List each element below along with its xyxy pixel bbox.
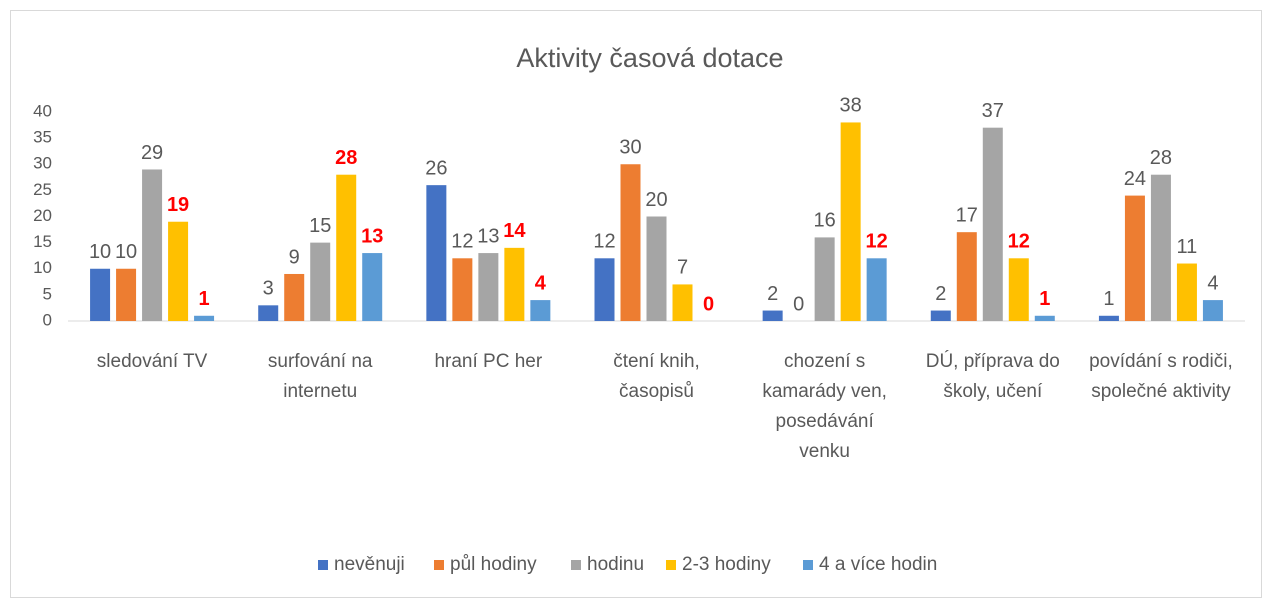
data-label: 1 — [199, 288, 210, 310]
bar — [284, 273, 305, 321]
bar — [504, 247, 525, 321]
data-label: 0 — [703, 293, 714, 315]
data-label: 4 — [535, 272, 547, 294]
bar — [336, 174, 357, 321]
data-label: 38 — [840, 95, 862, 117]
bar — [1202, 300, 1223, 321]
data-label: 4 — [1207, 272, 1218, 294]
legend-label: 4 a více hodin — [819, 554, 937, 575]
y-tick-label: 15 — [33, 232, 52, 251]
x-tick-label: surfování na internetu — [267, 351, 373, 402]
x-tick-label: čtení knih, časopisů — [613, 351, 700, 402]
data-label: 29 — [141, 142, 163, 164]
bar — [956, 232, 977, 321]
x-tick-label: povídání s rodiči, společné aktivity — [1089, 351, 1233, 402]
y-tick-label: 30 — [33, 154, 52, 173]
bar — [90, 268, 111, 321]
data-label: 17 — [956, 204, 978, 226]
bar — [1150, 174, 1171, 321]
y-tick-label: 40 — [33, 101, 52, 120]
bar — [814, 237, 835, 321]
bar — [1124, 195, 1145, 321]
data-label: 1 — [1039, 288, 1050, 310]
bar — [310, 242, 331, 321]
data-label: 9 — [289, 246, 300, 268]
legend-swatch — [318, 560, 328, 570]
data-label: 3 — [263, 278, 274, 300]
legend-swatch — [803, 560, 813, 570]
y-tick-label: 0 — [43, 310, 52, 329]
legend-swatch — [571, 560, 581, 570]
bar — [1034, 315, 1055, 321]
y-tick-label: 20 — [33, 206, 52, 225]
data-label: 12 — [451, 231, 473, 253]
data-label: 10 — [89, 241, 111, 263]
bar — [672, 284, 693, 321]
bar — [530, 300, 551, 321]
legend-label: nevěnuji — [334, 554, 405, 575]
data-label: 11 — [1177, 236, 1198, 258]
bar — [982, 127, 1003, 321]
data-label: 19 — [167, 194, 189, 216]
data-label: 16 — [814, 210, 836, 232]
bar — [594, 258, 615, 321]
legend-label: půl hodiny — [450, 554, 537, 575]
bar — [930, 310, 951, 321]
x-tick-label: chození s kamarády ven, posedávání venku — [762, 351, 887, 462]
data-label: 0 — [793, 293, 804, 315]
legend-label: 2-3 hodiny — [682, 554, 771, 575]
data-label: 15 — [309, 215, 331, 237]
bar — [258, 305, 279, 321]
bar — [194, 315, 215, 321]
data-label: 30 — [619, 137, 641, 159]
data-label: 14 — [503, 220, 526, 242]
legend-swatch — [434, 560, 444, 570]
y-tick-label: 25 — [33, 180, 52, 199]
y-tick-label: 35 — [33, 128, 52, 147]
bar — [762, 310, 783, 321]
chart-title: Aktivity časová dotace — [516, 43, 783, 73]
bar — [452, 258, 473, 321]
data-label: 12 — [1008, 231, 1030, 253]
bar — [1098, 315, 1119, 321]
x-tick-label: hraní PC her — [434, 351, 543, 372]
legend-label: hodinu — [587, 554, 644, 575]
bar — [116, 268, 137, 321]
data-label: 26 — [425, 157, 447, 179]
data-label: 2 — [767, 283, 778, 305]
y-tick-label: 10 — [33, 258, 52, 277]
bar — [168, 221, 189, 321]
data-label: 28 — [1150, 147, 1172, 169]
data-label: 37 — [982, 100, 1004, 122]
data-label: 12 — [593, 231, 615, 253]
bar — [866, 258, 887, 321]
legend-swatch — [666, 560, 676, 570]
bar — [362, 253, 383, 321]
bar — [840, 122, 861, 321]
bar — [1176, 263, 1197, 321]
data-label: 13 — [477, 225, 499, 247]
data-label: 2 — [935, 283, 946, 305]
bar — [426, 185, 447, 321]
bar — [1008, 258, 1029, 321]
bar — [646, 216, 667, 321]
data-label: 24 — [1124, 168, 1146, 190]
data-label: 12 — [866, 231, 888, 253]
bar — [478, 253, 499, 321]
data-label: 13 — [361, 225, 383, 247]
y-tick-label: 5 — [43, 284, 52, 303]
data-label: 7 — [677, 257, 688, 279]
data-label: 1 — [1103, 288, 1114, 310]
x-tick-label: DÚ, příprava do školy, učení — [925, 351, 1060, 402]
data-label: 28 — [335, 147, 357, 169]
data-label: 20 — [645, 189, 667, 211]
data-label: 10 — [115, 241, 137, 263]
bar — [620, 164, 641, 321]
x-tick-label: sledování TV — [96, 351, 208, 372]
bar — [142, 169, 163, 321]
